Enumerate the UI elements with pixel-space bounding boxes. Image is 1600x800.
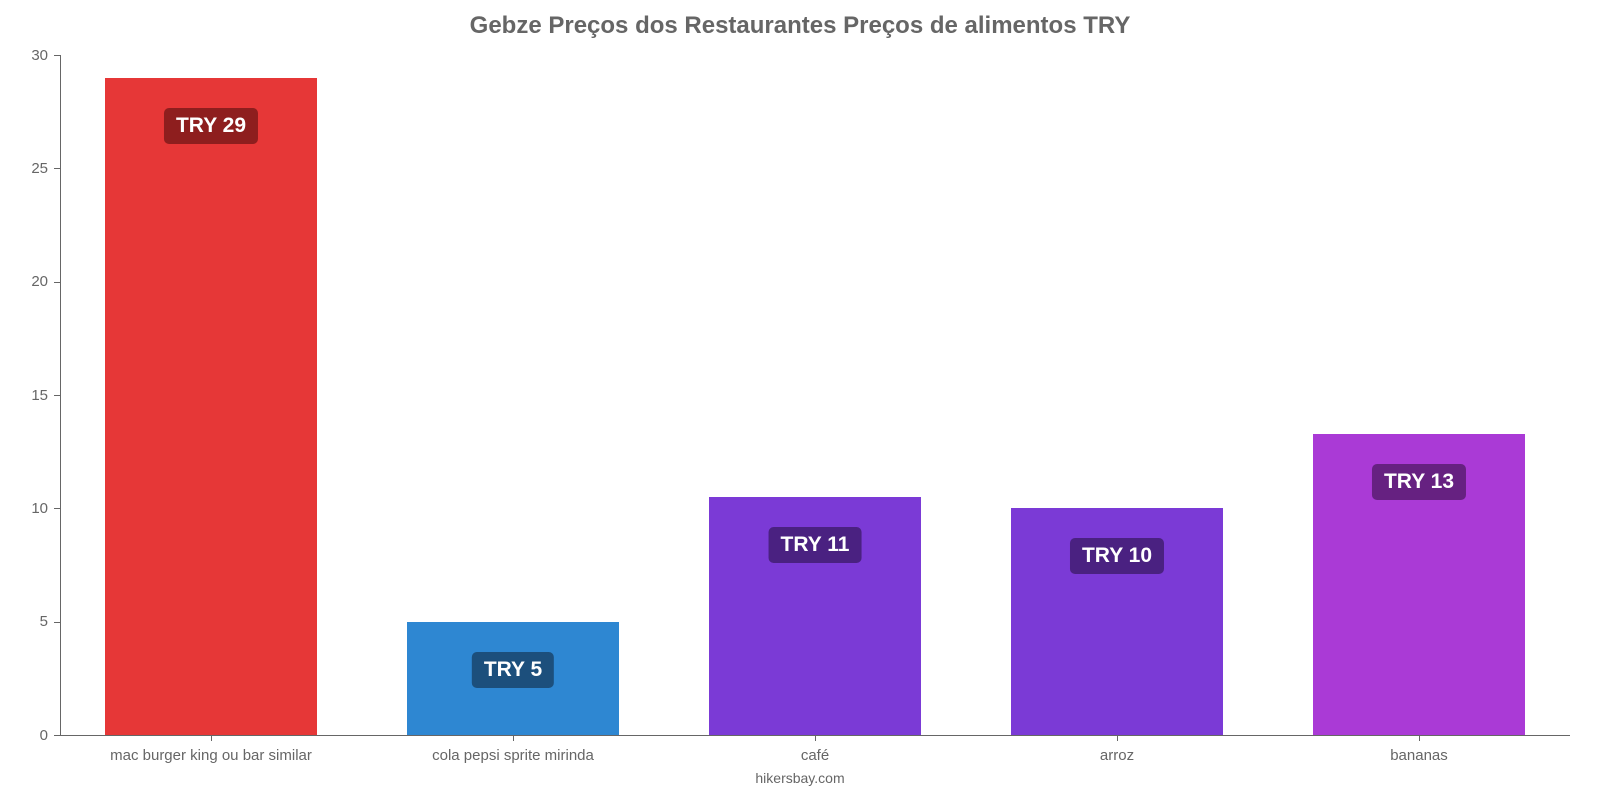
x-tick-mark xyxy=(1117,735,1118,741)
y-tick-label: 5 xyxy=(8,613,48,630)
y-tick-mark xyxy=(54,55,60,56)
value-badge: TRY 5 xyxy=(472,652,554,688)
y-tick-mark xyxy=(54,735,60,736)
x-tick-label: café xyxy=(801,747,829,764)
plot-area: 051015202530TRY 29mac burger king ou bar… xyxy=(60,55,1570,735)
value-badge: TRY 11 xyxy=(769,527,862,563)
chart-credit: hikersbay.com xyxy=(0,770,1600,786)
y-tick-mark xyxy=(54,282,60,283)
y-tick-mark xyxy=(54,622,60,623)
value-badge: TRY 13 xyxy=(1372,464,1466,500)
x-tick-mark xyxy=(513,735,514,741)
y-tick-label: 30 xyxy=(8,47,48,64)
x-tick-label: bananas xyxy=(1390,747,1448,764)
x-tick-label: arroz xyxy=(1100,747,1134,764)
y-tick-mark xyxy=(54,508,60,509)
value-badge: TRY 29 xyxy=(164,108,258,144)
y-tick-label: 0 xyxy=(8,727,48,744)
chart-title: Gebze Preços dos Restaurantes Preços de … xyxy=(0,12,1600,40)
y-tick-label: 10 xyxy=(8,500,48,517)
y-tick-label: 20 xyxy=(8,273,48,290)
y-tick-mark xyxy=(54,168,60,169)
x-tick-label: cola pepsi sprite mirinda xyxy=(432,747,594,764)
y-axis-line xyxy=(60,55,61,735)
y-tick-label: 25 xyxy=(8,160,48,177)
y-tick-label: 15 xyxy=(8,387,48,404)
x-tick-mark xyxy=(815,735,816,741)
x-tick-mark xyxy=(211,735,212,741)
y-tick-mark xyxy=(54,395,60,396)
bar xyxy=(105,78,316,735)
value-badge: TRY 10 xyxy=(1070,538,1164,574)
x-tick-mark xyxy=(1419,735,1420,741)
x-tick-label: mac burger king ou bar similar xyxy=(110,747,312,764)
